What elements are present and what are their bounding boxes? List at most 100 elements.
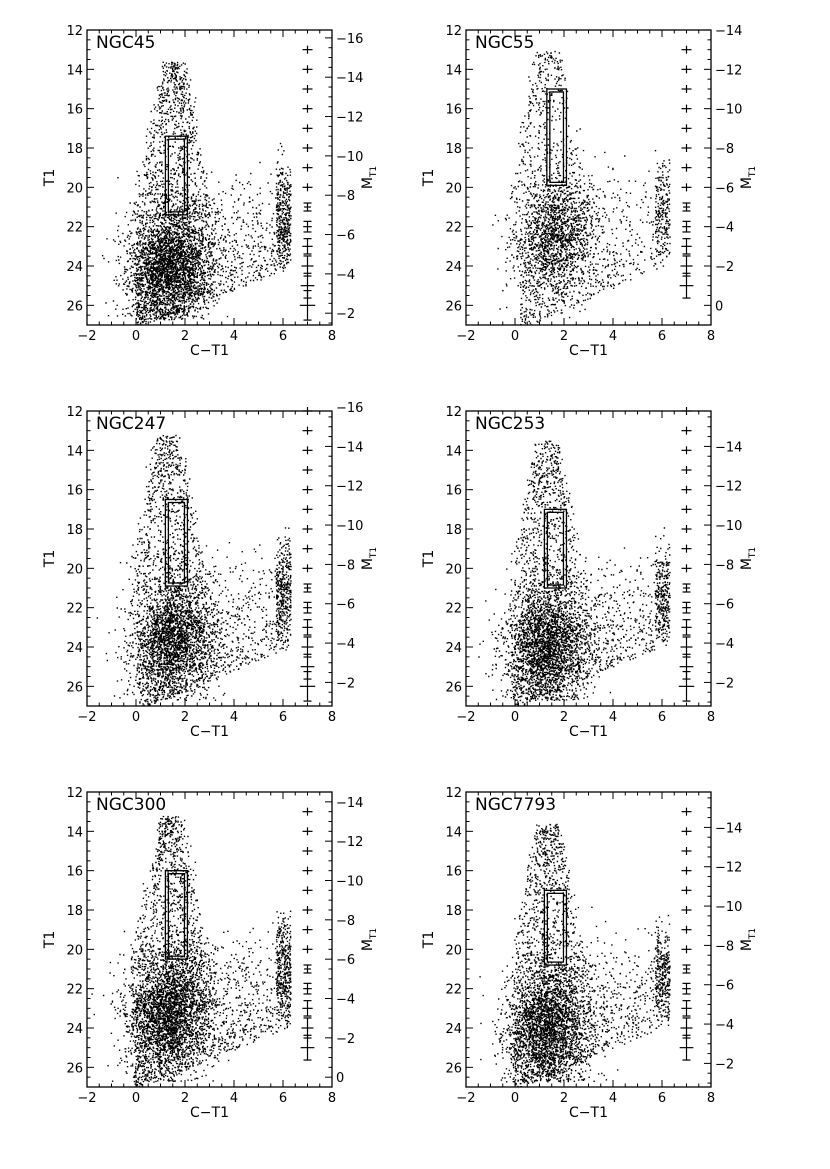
y-axis-label: T1 <box>421 931 437 949</box>
y-tick-label: 20 <box>66 943 83 958</box>
y-tick-label: 12 <box>445 786 462 801</box>
selection-box-inner <box>167 873 186 957</box>
y-tick-label: 12 <box>445 24 462 39</box>
selection-box <box>543 889 568 966</box>
y2-tick-label: −6 <box>336 598 355 613</box>
y-axis-label: T1 <box>42 931 58 949</box>
cmd-panel-ngc247: −2 0 2 4 6 81214161820222426−16−14−12−10−8−6−… <box>42 401 379 740</box>
x-tick-label: 4 <box>609 710 617 725</box>
y-tick-label: 26 <box>66 680 83 695</box>
y-tick-label: 20 <box>66 181 83 196</box>
x-tick-label: 8 <box>328 710 336 725</box>
y-tick-label: 18 <box>445 523 462 538</box>
y-tick-label: 24 <box>445 260 462 275</box>
y2-tick-label: −4 <box>715 1018 734 1033</box>
x-tick-label: 4 <box>230 329 238 344</box>
x-axis-label: C−T1 <box>569 724 608 740</box>
y2-tick-label: −2 <box>715 260 734 275</box>
x-tick-label: 2 <box>181 710 189 725</box>
x-axis-label: C−T1 <box>190 1105 229 1121</box>
axes-frame <box>465 791 712 1088</box>
y2-tick-label: −14 <box>336 71 363 86</box>
selection-box-inner <box>546 511 565 586</box>
panel-title: NGC7793 <box>475 795 556 815</box>
x-tick-label: 0 <box>132 329 140 344</box>
x-tick-label: 6 <box>279 329 287 344</box>
y2-tick-label: −12 <box>336 111 363 126</box>
selection-box-inner <box>549 91 565 184</box>
x-tick-label: 6 <box>658 329 666 344</box>
x-tick-label: 0 <box>132 1091 140 1106</box>
y-axis-label: T1 <box>421 169 437 187</box>
y-tick-label: 24 <box>445 1022 462 1037</box>
x-tick-label: 8 <box>707 710 715 725</box>
y2-tick-label: −14 <box>336 796 363 811</box>
x-axis-label: C−T1 <box>569 1105 608 1121</box>
y2-tick-label: −2 <box>336 1032 355 1047</box>
star-points <box>478 440 671 706</box>
y-tick-label: 24 <box>66 641 83 656</box>
y2-tick-label: −8 <box>336 558 355 573</box>
y2-tick-label: 0 <box>336 1071 344 1086</box>
y-tick-label: 16 <box>445 865 462 880</box>
y2-tick-label: −4 <box>336 993 355 1008</box>
y2-axis-label: MT1 <box>739 547 758 570</box>
y-tick-label: 16 <box>66 103 83 118</box>
y-tick-label: 22 <box>66 983 83 998</box>
y2-tick-label: −4 <box>715 221 734 236</box>
y2-tick-label: −6 <box>715 181 734 196</box>
y-tick-label: 26 <box>66 299 83 314</box>
y2-tick-label: −6 <box>336 953 355 968</box>
x-tick-label: 4 <box>609 1091 617 1106</box>
y-tick-label: 14 <box>66 825 83 840</box>
x-tick-label: 8 <box>328 329 336 344</box>
y-tick-label: 20 <box>445 562 462 577</box>
star-points <box>479 823 671 1087</box>
y-tick-label: 24 <box>445 641 462 656</box>
error-bars <box>299 45 316 321</box>
y2-tick-label: −4 <box>715 637 734 652</box>
y2-tick-label: −10 <box>715 900 742 915</box>
axes-frame <box>86 29 333 326</box>
y-tick-label: 14 <box>445 825 462 840</box>
y2-tick-label: −2 <box>336 676 355 691</box>
axes-frame <box>465 410 712 707</box>
cmd-panel-ngc45: −2 0 2 4 6 81214161820222426−16−14−12−10−8−6−… <box>42 24 379 359</box>
axes-frame <box>86 791 333 1088</box>
y-tick-label: 16 <box>445 484 462 499</box>
selection-box <box>164 135 189 216</box>
cmd-panel-ngc300: −2 0 2 4 6 81214161820222426−14−12−10−8−6−4−2… <box>42 786 379 1121</box>
y2-tick-label: −10 <box>336 875 363 890</box>
x-tick-label: 0 <box>132 710 140 725</box>
y2-tick-label: −12 <box>715 63 742 78</box>
x-tick-label: 6 <box>279 1091 287 1106</box>
y2-tick-label: −8 <box>336 914 355 929</box>
y-axis-label: T1 <box>42 550 58 568</box>
y-tick-label: 16 <box>445 103 462 118</box>
y2-axis-label: MT1 <box>739 928 758 951</box>
y2-tick-label: −6 <box>715 598 734 613</box>
y2-tick-label: −12 <box>336 835 363 850</box>
y2-tick-label: −12 <box>715 480 742 495</box>
x-tick-label: 2 <box>560 1091 568 1106</box>
y-tick-label: 18 <box>445 904 462 919</box>
panel-title: NGC45 <box>96 33 155 53</box>
star-points <box>101 61 292 325</box>
x-tick-label: −2 <box>77 1091 96 1106</box>
y2-tick-label: −14 <box>715 24 742 39</box>
y-tick-label: 16 <box>66 484 83 499</box>
y2-tick-label: −8 <box>715 939 734 954</box>
error-bars <box>299 407 316 702</box>
y-tick-label: 22 <box>66 602 83 617</box>
star-points <box>96 434 292 706</box>
y-axis-label: T1 <box>421 550 437 568</box>
y2-tick-label: −16 <box>336 401 363 416</box>
y-tick-label: 18 <box>66 142 83 157</box>
y-tick-label: 22 <box>445 221 462 236</box>
x-tick-label: 0 <box>511 329 519 344</box>
axes-frame <box>465 29 712 326</box>
x-tick-label: 2 <box>560 329 568 344</box>
y-tick-label: 20 <box>445 943 462 958</box>
star-points <box>492 50 671 325</box>
